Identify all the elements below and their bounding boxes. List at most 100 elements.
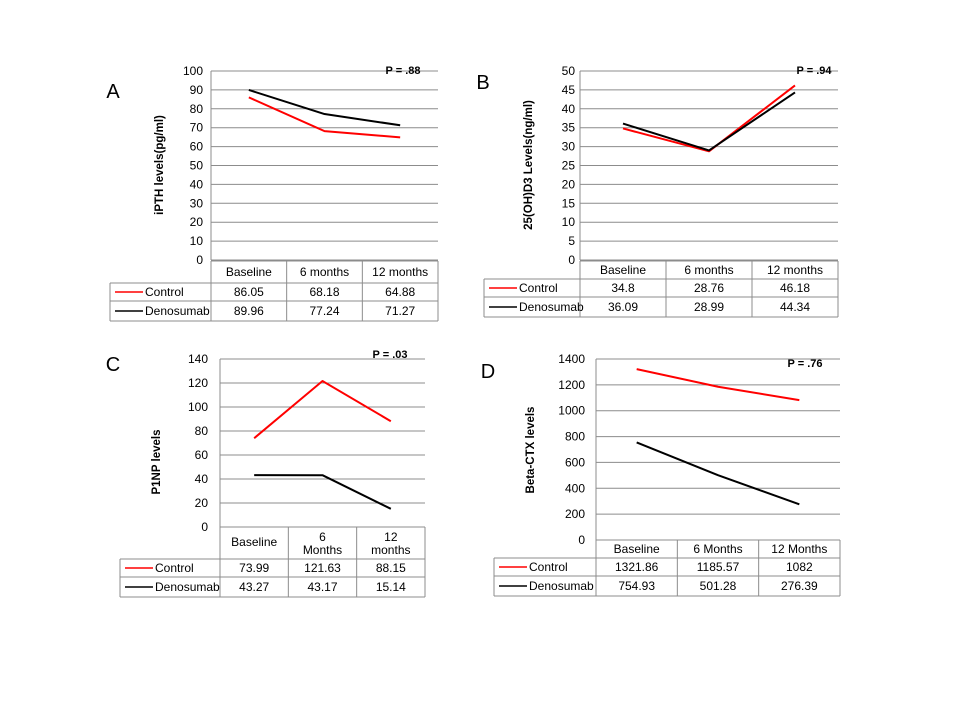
category-label: 12 Months <box>771 542 827 556</box>
category-label: 6 Months <box>693 542 742 556</box>
y-tick-label: 50 <box>562 64 576 78</box>
series-line-denosumab <box>636 441 800 506</box>
data-value-label: 64.88 <box>385 285 415 299</box>
category-label-line: Months <box>303 543 342 557</box>
legend-label: Control <box>155 561 194 575</box>
y-tick-label: 80 <box>190 102 204 116</box>
y-tick-label: 400 <box>565 481 585 495</box>
y-tick-label: 1000 <box>558 404 585 418</box>
data-value-label: 43.27 <box>239 580 269 594</box>
data-value-label: 15.14 <box>376 580 406 594</box>
p-value-label: P = .88 <box>386 65 421 77</box>
category-label-line: months <box>371 543 410 557</box>
y-tick-label: 800 <box>565 430 585 444</box>
y-tick-label: 10 <box>190 234 204 248</box>
y-tick-label: 0 <box>196 253 203 267</box>
data-value-label: 1185.57 <box>697 560 740 574</box>
data-value-label: 28.76 <box>694 281 724 295</box>
category-label: Baseline <box>600 263 646 277</box>
panel-letter: B <box>476 72 489 94</box>
chart-panel-b: B 0 5 10 15 20 25 30 35 40 45 50 25(OH)D3 Levels(ng/… <box>476 64 839 318</box>
panel-letter: A <box>106 81 120 103</box>
y-tick-label: 20 <box>562 177 576 191</box>
data-value-label: 276.39 <box>781 579 818 593</box>
y-tick-label: 45 <box>562 83 576 97</box>
series-line-denosumab <box>248 89 401 127</box>
series-line-control <box>248 96 401 139</box>
category-label: 6 months <box>684 263 733 277</box>
y-tick-label: 30 <box>190 196 204 210</box>
y-tick-label: 70 <box>190 121 204 135</box>
data-value-label: 77.24 <box>309 304 339 318</box>
category-label: Baseline <box>231 535 277 549</box>
category-label: 12 months <box>767 263 823 277</box>
category-label-line: 12 <box>384 530 398 544</box>
y-tick-label: 35 <box>562 121 576 135</box>
y-tick-label: 50 <box>190 159 204 173</box>
data-value-label: 1082 <box>786 560 813 574</box>
chart-panel-a: A 0 10 20 30 40 50 60 70 80 90 100 iPTH levels(pg/ml… <box>106 64 439 322</box>
y-axis-label: 25(OH)D3 Levels(ng/ml) <box>523 100 535 230</box>
legend-label: Denosumab <box>155 580 220 594</box>
series-line-control <box>636 368 800 402</box>
p-value-label: P = .03 <box>373 349 408 361</box>
y-tick-label: 60 <box>190 140 204 154</box>
legend-label: Denosumab <box>529 579 594 593</box>
data-value-label: 46.18 <box>780 281 810 295</box>
panel-letter: D <box>481 361 495 383</box>
data-value-label: 44.34 <box>780 300 810 314</box>
y-axis-label: Beta-CTX levels <box>525 407 537 494</box>
data-value-label: 71.27 <box>385 304 415 318</box>
data-value-label: 1321.86 <box>615 560 659 574</box>
data-value-label: 28.99 <box>694 300 724 314</box>
y-tick-label: 120 <box>188 376 208 390</box>
data-value-label: 68.18 <box>309 285 339 299</box>
category-label-line: 6 <box>319 530 326 544</box>
p-value-label: P = .76 <box>788 358 823 370</box>
series-line-control <box>253 380 392 439</box>
y-tick-label: 80 <box>195 424 209 438</box>
y-tick-label: 1400 <box>558 352 585 366</box>
panel-letter: C <box>106 354 120 376</box>
category-label: 12 months <box>371 530 410 557</box>
y-tick-label: 0 <box>578 533 585 547</box>
y-tick-label: 60 <box>195 448 209 462</box>
y-tick-label: 40 <box>190 177 204 191</box>
series-line-denosumab <box>622 91 796 152</box>
y-tick-label: 200 <box>565 507 585 521</box>
y-tick-label: 20 <box>190 215 204 229</box>
legend-label: Control <box>529 560 568 574</box>
legend-label: Control <box>145 285 184 299</box>
y-tick-label: 30 <box>562 140 576 154</box>
p-value-label: P = .94 <box>797 65 833 77</box>
legend-label: Denosumab <box>145 304 210 318</box>
series-line-denosumab <box>254 474 392 510</box>
y-tick-label: 10 <box>562 215 576 229</box>
y-tick-label: 15 <box>562 196 576 210</box>
y-tick-label: 25 <box>562 159 576 173</box>
chart-panel-d: D 0 200 400 600 800 1000 1200 1400 Beta-CTX level… <box>481 352 841 597</box>
category-label: 12 months <box>372 265 428 279</box>
legend-label: Control <box>519 281 558 295</box>
y-tick-label: 40 <box>562 102 576 116</box>
y-tick-label: 1200 <box>558 378 585 392</box>
y-tick-label: 140 <box>188 352 208 366</box>
y-tick-label: 40 <box>195 472 209 486</box>
data-value-label: 43.17 <box>307 580 337 594</box>
y-axis-label: P1NP levels <box>151 429 163 494</box>
category-label: 6 Months <box>303 530 342 557</box>
chart-panel-c: C 0 20 40 60 80 100 120 140 P1NP levels P = .03 Bas… <box>106 349 426 598</box>
category-label: 6 months <box>300 265 349 279</box>
y-tick-label: 20 <box>195 496 209 510</box>
data-value-label: 89.96 <box>234 304 264 318</box>
y-tick-label: 100 <box>188 400 208 414</box>
data-value-label: 86.05 <box>234 285 264 299</box>
data-value-label: 501.28 <box>700 579 737 593</box>
y-tick-label: 0 <box>201 520 208 534</box>
y-tick-label: 600 <box>565 455 585 469</box>
data-value-label: 73.99 <box>239 561 269 575</box>
series-line-control <box>622 84 796 153</box>
data-value-label: 88.15 <box>376 561 406 575</box>
y-tick-label: 100 <box>183 64 203 78</box>
